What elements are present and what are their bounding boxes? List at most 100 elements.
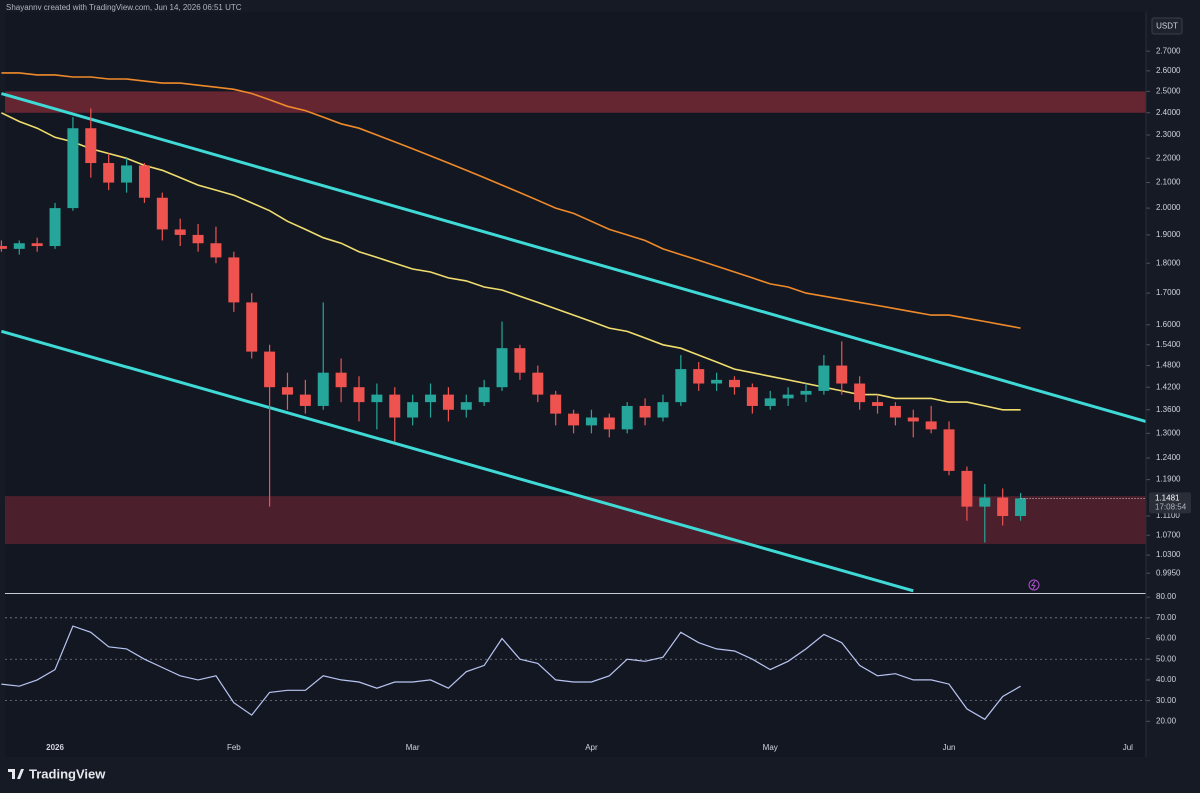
candle-body (657, 402, 669, 418)
rsi-line (1, 625, 1021, 721)
candle-body (907, 417, 919, 422)
x-tick-label: Apr (585, 743, 598, 752)
y-tick-label: 1.9000 (1156, 230, 1181, 239)
y-tick-label: 1.3000 (1156, 428, 1181, 437)
candle-body (13, 243, 25, 249)
currency: USDT (1156, 22, 1178, 31)
zone (5, 91, 1146, 113)
candle-body (943, 429, 955, 471)
candle-body (603, 417, 615, 430)
candle-body (85, 128, 97, 164)
candle-body (228, 257, 240, 303)
y-tick-label: 2.7000 (1156, 46, 1181, 55)
candle-body (836, 365, 848, 384)
candle-body (67, 128, 79, 209)
candle-body (281, 387, 293, 395)
candle-body (872, 402, 884, 406)
y-tick-label: 1.3600 (1156, 405, 1181, 414)
candle-body (335, 372, 347, 388)
y-tick-label: 20.00 (1156, 716, 1177, 725)
y-tick-label: 80.00 (1156, 592, 1177, 601)
brand-name: TradingView (29, 766, 106, 781)
y-tick-label: 1.4800 (1156, 361, 1181, 370)
moving-average (1, 72, 1021, 329)
candle-body (353, 387, 365, 403)
candle-body (728, 379, 740, 388)
y-tick-label: 30.00 (1156, 696, 1177, 705)
y-tick-label: 2.4000 (1156, 108, 1181, 117)
candle-body (246, 302, 258, 352)
trendline (0, 329, 914, 593)
y-tick-label: 2.6000 (1156, 66, 1181, 75)
candle-body (371, 394, 383, 403)
candle-body (0, 246, 7, 249)
candle-body (478, 387, 490, 403)
zone (5, 496, 1146, 545)
trendline (0, 92, 1146, 423)
candle-body (997, 497, 1009, 516)
candle-body (675, 369, 687, 403)
y-tick-label: 1.7000 (1156, 288, 1181, 297)
candle-body (49, 208, 61, 247)
candle-body (121, 165, 133, 183)
candle-body (389, 394, 401, 418)
attribution: Shayannv created with TradingView.com, J… (6, 3, 242, 12)
rsi-pane (1, 617, 1146, 721)
candle-body (764, 398, 776, 406)
candle-body (621, 405, 633, 430)
candle-body (31, 243, 43, 247)
y-tick-label: 40.00 (1156, 675, 1177, 684)
currency-box[interactable] (1151, 17, 1183, 35)
candle-body (782, 394, 794, 399)
candle-body (585, 417, 597, 426)
candle-body (156, 197, 168, 230)
candle-body (103, 163, 115, 183)
candle-body (264, 351, 276, 388)
price-tag (1149, 492, 1191, 514)
y-tick-label: 0.9950 (1156, 568, 1181, 577)
candle-body (925, 421, 937, 430)
candle-body (138, 165, 150, 198)
candle-body (693, 369, 705, 384)
candle-body (425, 394, 437, 403)
candle-body (639, 405, 651, 418)
y-tick-label: 2.1000 (1156, 178, 1181, 187)
brand-logo: TradingView (8, 766, 106, 781)
x-tick-label: Jun (943, 743, 956, 752)
candle-body (800, 390, 812, 395)
y-tick-label: 2.0000 (1156, 203, 1181, 212)
y-tick-label: 1.8000 (1156, 258, 1181, 267)
logo-mark (8, 769, 24, 779)
candle-body (174, 229, 186, 235)
alert-icon[interactable] (1028, 579, 1040, 591)
candle-body (532, 372, 544, 395)
candle-body (818, 365, 830, 391)
plot-area (5, 12, 1146, 757)
candle-body (854, 383, 866, 403)
candle-body (568, 413, 580, 426)
y-tick-label: 1.0300 (1156, 550, 1181, 559)
y-tick-label: 1.1100 (1156, 511, 1180, 520)
last-price: 1.1481 (1155, 493, 1180, 502)
candle-body (711, 379, 723, 384)
candle-body (746, 387, 758, 406)
countdown: 17:08:54 (1155, 502, 1187, 511)
moving-average (1, 112, 1021, 411)
candle-body (460, 402, 472, 410)
y-tick-label: 2.5000 (1156, 87, 1181, 96)
candle-body (514, 348, 526, 373)
alert-bolt (1031, 580, 1036, 590)
y-tick-label: 50.00 (1156, 654, 1177, 663)
axes: 2.7000 2.6000 2.5000 2.4000 2.3000 2.2000 2.10… (46, 46, 1191, 752)
candle-body (961, 470, 973, 507)
y-tick-label: 1.2400 (1156, 453, 1181, 462)
x-tick-label: May (763, 743, 778, 752)
x-tick-label: 2026 (46, 743, 64, 752)
candle-body (192, 234, 204, 244)
x-tick-label: Jul (1123, 743, 1133, 752)
y-tick-label: 2.3000 (1156, 130, 1181, 139)
candle-body (1015, 498, 1027, 516)
candle-body (210, 243, 222, 258)
price-pane (0, 72, 1146, 593)
